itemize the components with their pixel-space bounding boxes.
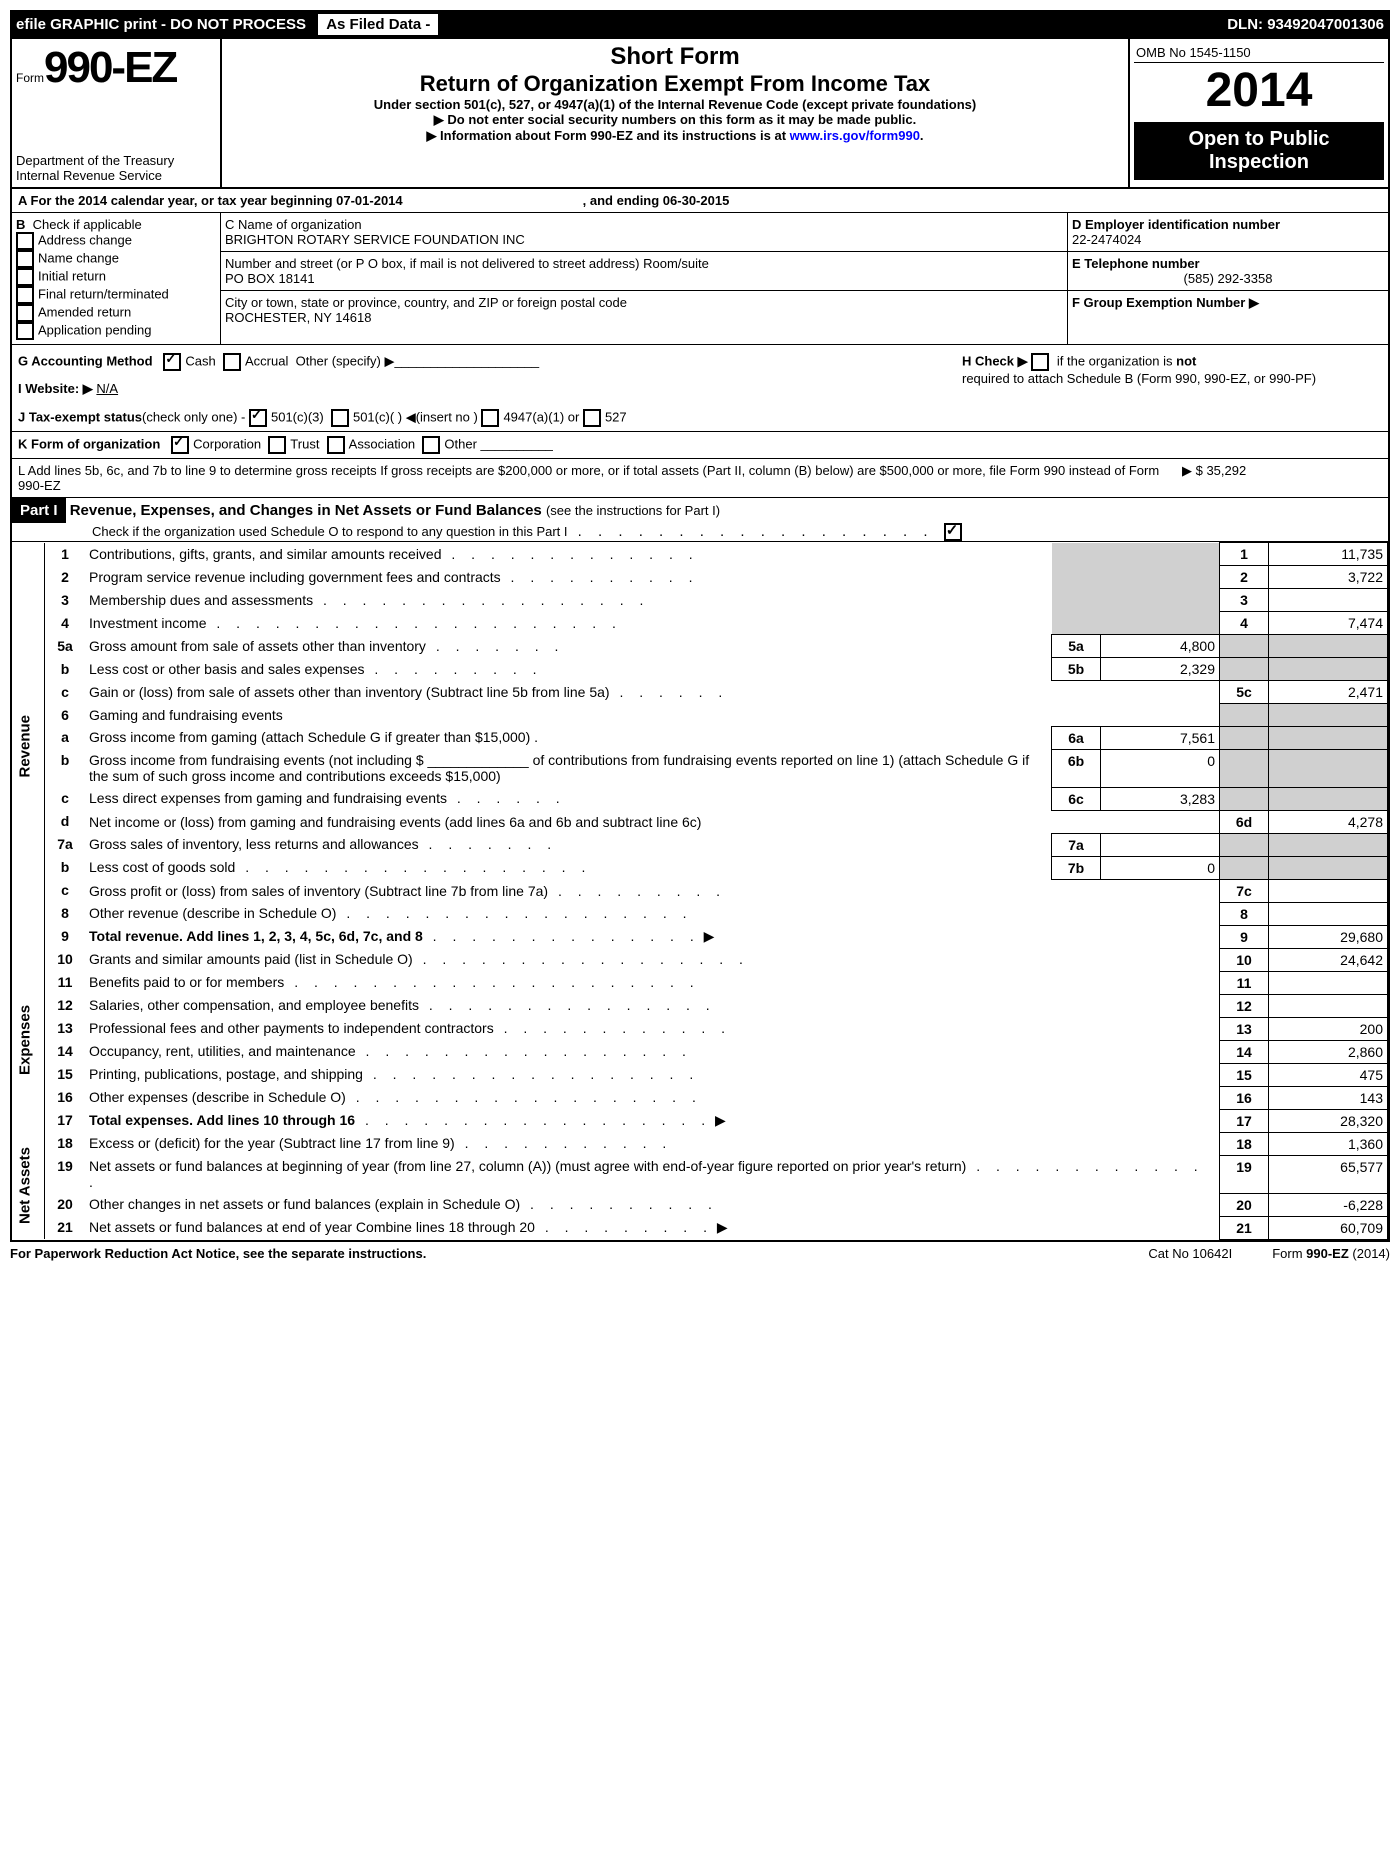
section-c: C Name of organizationBRIGHTON ROTARY SE… xyxy=(221,213,1068,344)
open-public: Open to Public Inspection xyxy=(1134,122,1384,180)
subtitle-3: ▶ Information about Form 990-EZ and its … xyxy=(426,128,789,143)
efile-label: efile GRAPHIC print - DO NOT PROCESS xyxy=(16,16,306,33)
section-def: D Employer identification number22-24740… xyxy=(1068,213,1388,344)
part-i-header: Part I Revenue, Expenses, and Changes in… xyxy=(12,498,1388,542)
line-l: L Add lines 5b, 6c, and 7b to line 9 to … xyxy=(12,459,1388,498)
line-a: A For the 2014 calendar year, or tax yea… xyxy=(18,193,403,208)
revenue-table: Revenue 1Contributions, gifts, grants, a… xyxy=(12,542,1388,1240)
line-i: I Website: ▶ N/A xyxy=(18,381,950,397)
chk-name[interactable] xyxy=(16,250,34,268)
subtitle-2: ▶ Do not enter social security numbers o… xyxy=(226,112,1124,128)
dln: DLN: 93492047001306 xyxy=(1227,16,1384,33)
chk-amended[interactable] xyxy=(16,304,34,322)
line-j: J Tax-exempt status(check only one) - 50… xyxy=(12,405,1388,432)
return-title: Return of Organization Exempt From Incom… xyxy=(226,71,1124,97)
top-bar: efile GRAPHIC print - DO NOT PROCESS As … xyxy=(10,10,1390,39)
dept: Department of the Treasury xyxy=(16,153,216,168)
chk-pending[interactable] xyxy=(16,322,34,340)
form-prefix: Form xyxy=(16,71,44,85)
netassets-label: Net Assets xyxy=(12,1132,45,1239)
tax-year: 2014 xyxy=(1134,63,1384,118)
irs-link[interactable]: www.irs.gov/form990 xyxy=(790,128,920,143)
form-header: Form990-EZ Department of the Treasury In… xyxy=(12,39,1388,189)
line-a-end: , and ending 06-30-2015 xyxy=(403,193,730,208)
page-footer: For Paperwork Reduction Act Notice, see … xyxy=(10,1242,1390,1265)
form-number: 990-EZ xyxy=(44,43,176,92)
section-b: B Check if applicable Address change Nam… xyxy=(12,213,221,344)
chk-final[interactable] xyxy=(16,286,34,304)
short-form: Short Form xyxy=(226,43,1124,71)
chk-cash[interactable] xyxy=(163,353,181,371)
line-g: G Accounting Method Cash Accrual Other (… xyxy=(18,353,950,371)
subtitle-1: Under section 501(c), 527, or 4947(a)(1)… xyxy=(226,97,1124,112)
line-h: H Check ▶ if the organization is notrequ… xyxy=(956,345,1388,405)
chk-part-i[interactable] xyxy=(944,523,962,541)
chk-h[interactable] xyxy=(1031,353,1049,371)
chk-accrual[interactable] xyxy=(223,353,241,371)
expenses-label: Expenses xyxy=(12,948,45,1132)
chk-address[interactable] xyxy=(16,232,34,250)
chk-initial[interactable] xyxy=(16,268,34,286)
omb: OMB No 1545-1150 xyxy=(1134,43,1384,63)
line-k: K Form of organization Corporation Trust… xyxy=(12,432,1388,459)
asfiled-box: As Filed Data - xyxy=(318,14,438,35)
revenue-label: Revenue xyxy=(12,543,45,949)
irs: Internal Revenue Service xyxy=(16,168,216,183)
